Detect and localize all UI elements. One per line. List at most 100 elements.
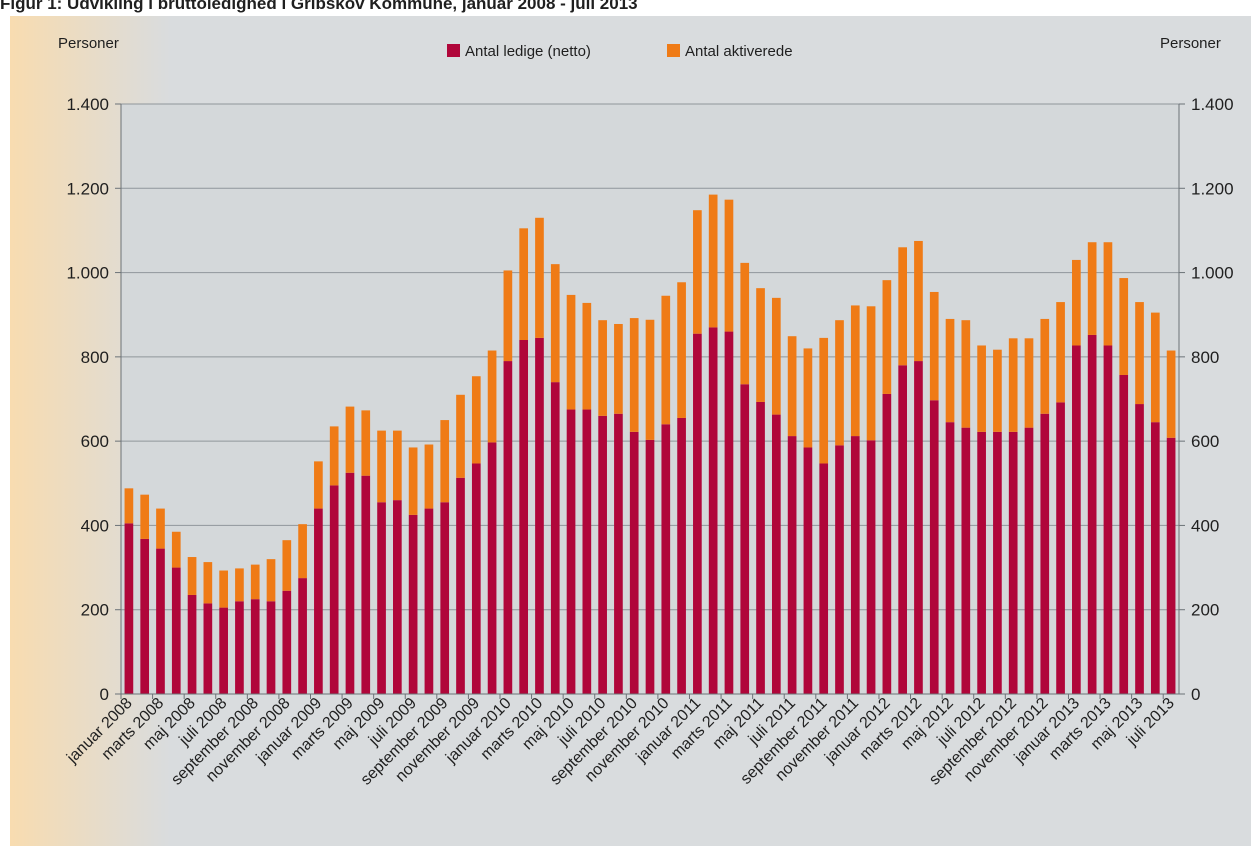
bar-ledige [1040,413,1050,694]
bar-ledige [535,337,544,694]
bar-ledige [677,417,686,694]
bar-ledige [1072,345,1081,694]
bar-aktiverede [1056,302,1065,403]
y-tick-label-left: 1.400 [66,95,109,114]
bars-group [124,194,1176,694]
bar-aktiverede [140,494,150,539]
bar-ledige [929,400,939,694]
legend-label-ledige: Antal ledige (netto) [465,43,591,60]
bar-ledige [693,333,702,694]
bar-aktiverede [314,461,323,509]
bar-ledige [993,431,1002,694]
bar-aktiverede [740,262,750,385]
bar-aktiverede [1135,302,1144,405]
bar-aktiverede [124,488,134,524]
bar-ledige [1008,431,1018,694]
bar-aktiverede [1119,278,1129,375]
bar-aktiverede [882,280,892,394]
y-tick-label-left: 200 [81,601,109,620]
bar-ledige [329,485,339,694]
bar-aktiverede [566,294,576,410]
bar-aktiverede [471,376,481,464]
bar-ledige [377,502,386,694]
bar-aktiverede [266,559,276,602]
bar-aktiverede [203,562,213,604]
bar-aktiverede [993,349,1002,432]
y-tick-label-right: 600 [1191,432,1219,451]
bar-ledige [582,409,592,694]
bar-ledige [866,440,876,694]
bar-ledige [203,603,213,694]
y-axis-left-labels: 0 200 400 600 800 1.000 1.200 1.400 [66,95,109,704]
bar-aktiverede [645,319,655,440]
bar-aktiverede [929,291,939,401]
bar-ledige [835,445,844,694]
y-tick-label-right: 1.400 [1191,95,1234,114]
bar-ledige [566,409,576,694]
legend-swatch-aktiverede [667,44,680,57]
bar-ledige [708,327,718,694]
bar-aktiverede [250,564,260,600]
bar-aktiverede [440,420,450,503]
bar-ledige [550,382,560,694]
bar-aktiverede [487,350,497,443]
bar-ledige [471,463,481,694]
bar-aktiverede [171,531,181,568]
bar-ledige [882,393,892,694]
bar-ledige [598,415,607,694]
bar-aktiverede [519,228,529,340]
bar-ledige [503,361,513,694]
bar-ledige [898,365,907,694]
bar-ledige [171,567,181,694]
bar-ledige [424,508,434,694]
bar-aktiverede [708,194,718,328]
bar-aktiverede [661,295,671,425]
y-tick-label-right: 200 [1191,601,1219,620]
bar-aktiverede [977,345,986,432]
bar-aktiverede [819,337,829,464]
legend-label-aktiverede: Antal aktiverede [685,43,793,60]
bar-ledige [1150,422,1160,694]
bar-ledige [819,463,829,694]
bar-aktiverede [945,318,955,423]
y-tick-label-left: 1.200 [66,179,109,198]
bar-aktiverede [771,297,781,415]
y-tick-label-left: 0 [100,685,109,704]
y-tick-label-left: 800 [81,348,109,367]
bar-aktiverede [803,348,813,448]
bar-ledige [771,414,781,694]
bar-ledige [787,436,797,694]
bar-aktiverede [614,323,623,414]
bar-aktiverede [393,430,402,501]
bar-ledige [614,413,623,694]
bar-ledige [945,422,955,694]
bar-aktiverede [598,320,607,416]
bar-aktiverede [961,320,971,428]
bar-ledige [1103,345,1113,694]
bar-aktiverede [377,430,386,503]
bar-ledige [345,472,355,694]
bar-aktiverede [298,524,307,579]
bar-ledige [740,384,750,694]
bar-aktiverede [1072,259,1081,346]
bar-aktiverede [724,199,734,332]
bar-aktiverede [156,508,165,549]
bar-ledige [961,427,971,694]
bar-aktiverede [1166,350,1176,438]
bar-ledige [156,548,165,694]
bar-aktiverede [550,264,560,383]
bar-ledige [1056,402,1065,694]
y-axis-right-title: Personer [1160,35,1221,52]
bar-aktiverede [535,217,544,338]
bar-ledige [1119,374,1129,694]
y-tick-label-left: 1.000 [66,264,109,283]
bar-ledige [235,601,244,694]
bar-ledige [393,500,402,694]
bar-aktiverede [914,240,923,362]
bar-ledige [803,447,813,694]
bar-aktiverede [424,444,434,509]
bar-aktiverede [1040,318,1050,414]
bar-aktiverede [850,305,860,437]
bar-ledige [977,431,986,694]
